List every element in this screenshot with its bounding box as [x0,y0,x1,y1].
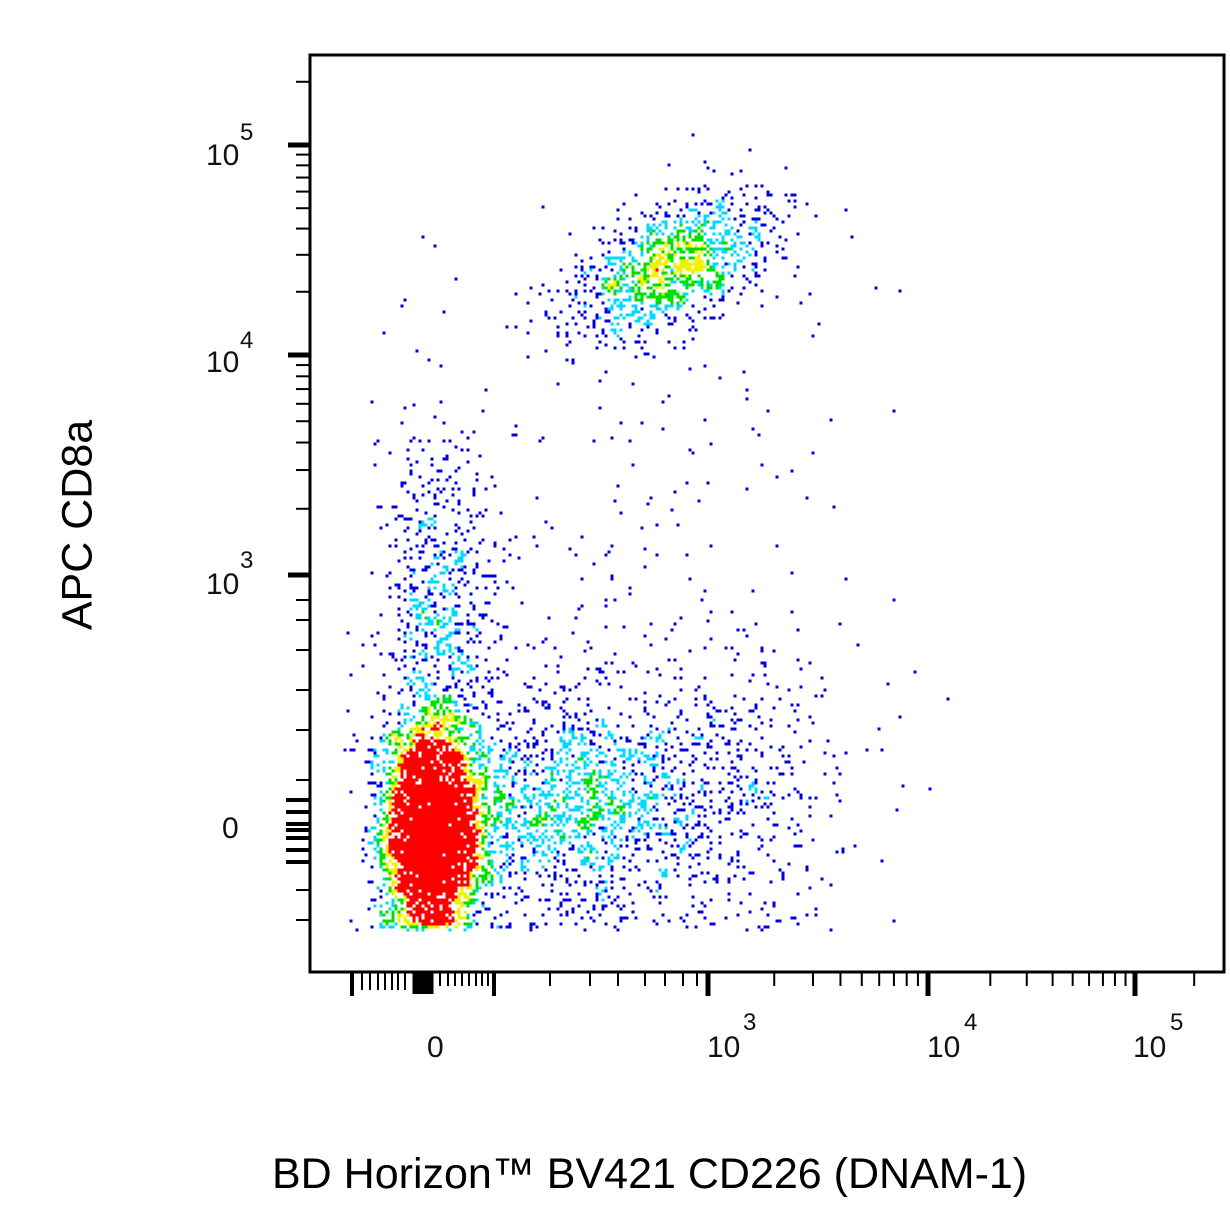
x-tick-label-1e5: 10 [1133,1031,1166,1064]
y-axis-title: APC CD8a [53,419,102,631]
x-axis-title: BD Horizon™ BV421 CD226 (DNAM-1) [272,1150,1028,1198]
x-tick-label-0: 0 [427,1031,444,1064]
y-tick-exp-1e4: 4 [240,327,253,354]
y-tick-exp-1e5: 5 [240,119,253,146]
y-tick-label-0: 0 [222,812,239,845]
x-axis-tick-labels: 0 10 3 10 4 10 5 [427,1009,1183,1064]
y-tick-label-1e3: 10 [206,568,239,601]
x-tick-label-1e4: 10 [927,1031,960,1064]
data-points [343,133,950,932]
y-tick-label-1e4: 10 [206,346,239,379]
plot-frame [308,53,1226,974]
x-axis-ticks [350,972,1196,996]
x-tick-exp-1e3: 3 [743,1009,756,1036]
y-axis-ticks [286,80,310,921]
y-tick-exp-1e3: 3 [240,547,253,574]
y-axis-tick-labels: 0 10 3 10 4 10 5 [206,119,253,845]
x-tick-label-1e3: 10 [707,1031,740,1064]
x-tick-exp-1e5: 5 [1170,1009,1183,1036]
x-tick-exp-1e4: 4 [964,1009,977,1036]
y-tick-label-1e5: 10 [206,139,239,172]
